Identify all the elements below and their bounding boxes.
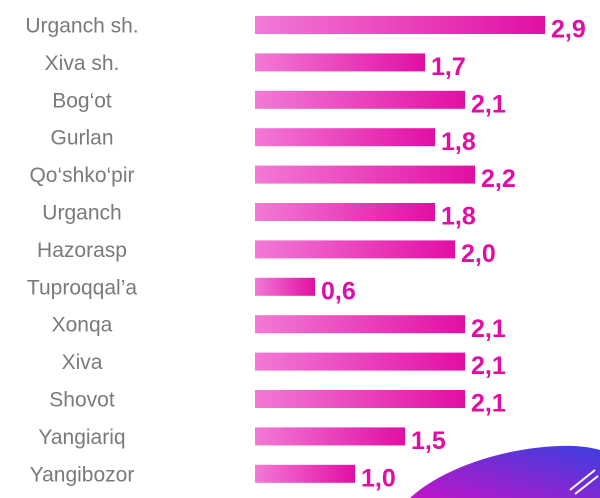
bar [255,277,315,296]
bar [255,464,355,483]
bar [255,203,435,221]
value-label: 1,8 [441,128,476,156]
bar [255,390,465,408]
category-label: Bog‘ot [52,89,112,112]
value-label: 1,5 [411,427,446,455]
bar [255,16,545,34]
bar [255,128,435,147]
bar [255,90,465,109]
category-label: Urganch sh. [25,15,138,38]
bar [255,53,425,72]
category-label: Xiva [62,351,103,374]
category-label: Yangibozor [30,463,135,486]
category-label: Hazorasp [37,239,127,262]
bar [255,315,465,334]
category-label: Urganch [42,202,121,225]
bar [255,352,465,371]
category-label: Yangiariq [38,426,125,449]
value-label: 2,1 [471,315,506,343]
category-label: Tuproqqal’a [27,276,137,299]
value-label: 2,2 [481,165,516,193]
value-label: 2,1 [471,90,506,118]
category-label: Xonqa [52,314,113,337]
value-label: 1,7 [431,53,466,81]
value-label: 0,6 [321,277,356,305]
bar [255,240,455,259]
value-label: 2,9 [551,16,586,44]
value-label: 2,0 [461,240,496,268]
bar [255,427,405,446]
category-label: Shovot [49,389,115,412]
value-label: 1,8 [441,203,476,231]
category-label: Qo‘shko‘pir [29,164,134,187]
category-label: Xiva sh. [45,52,120,75]
value-label: 2,1 [471,390,506,418]
value-label: 1,0 [361,464,396,492]
value-label: 2,1 [471,352,506,380]
category-label: Gurlan [50,127,113,150]
decoration-lines [569,469,599,495]
decoration [410,445,600,498]
bar [255,165,475,184]
